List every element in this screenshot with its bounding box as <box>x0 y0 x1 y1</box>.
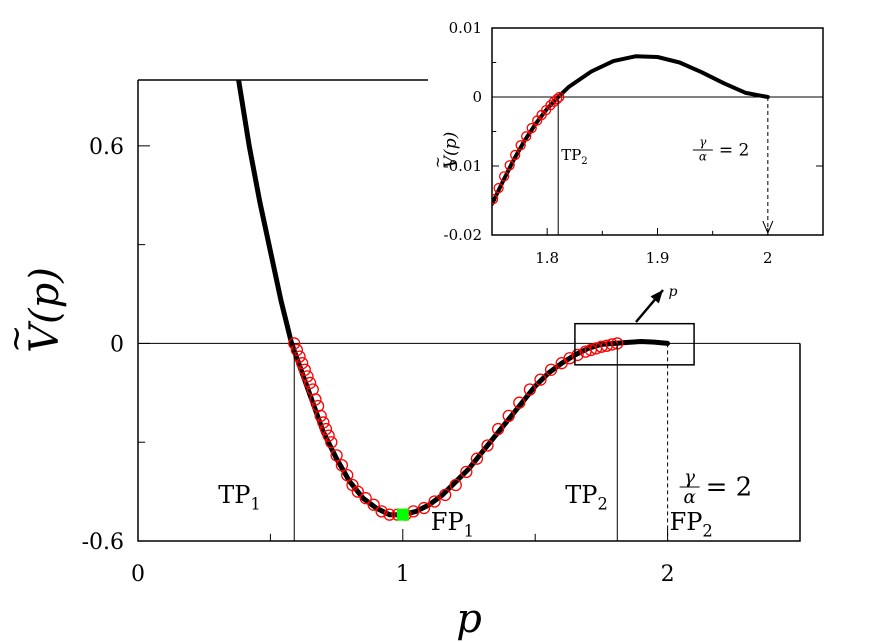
y-tick-label: 0.01 <box>449 19 482 37</box>
x-tick-label: 1.9 <box>646 249 670 267</box>
data-marker <box>383 508 396 521</box>
inset-gamma-alpha-ratio-denominator: α <box>699 150 707 164</box>
y-tick-label: -0.6 <box>82 530 124 555</box>
data-marker <box>341 468 354 482</box>
y-tick-label: 0 <box>110 332 124 357</box>
data-marker <box>502 409 515 423</box>
data-marker <box>325 436 338 449</box>
data-marker <box>515 140 526 151</box>
data-marker <box>521 131 532 142</box>
data-marker <box>296 357 309 370</box>
data-marker <box>544 363 558 376</box>
data-marker <box>309 393 322 406</box>
data-marker <box>301 370 314 383</box>
data-marker <box>491 422 505 436</box>
inset-gamma-alpha-ratio-numerator: γ <box>699 135 707 149</box>
fixed-point-marker <box>396 508 409 521</box>
potential-curve <box>236 80 671 518</box>
inset-x-axis-label: p <box>669 284 678 300</box>
fp2-label-text: FP <box>670 508 703 536</box>
y-tick-label: -0.01 <box>444 157 482 175</box>
gamma-alpha-ratio-denominator: α <box>683 487 695 508</box>
data-marker <box>322 429 335 442</box>
data-marker <box>510 149 521 161</box>
data-marker <box>330 449 343 462</box>
data-marker <box>417 501 431 515</box>
tp1-label-subscript: 1 <box>250 495 260 514</box>
data-marker <box>493 182 504 194</box>
data-marker <box>481 439 494 452</box>
data-marker <box>504 160 515 171</box>
data-marker <box>545 100 556 111</box>
inset-y-axis-label: V(p) <box>441 132 461 168</box>
fp1-label: FP1 <box>431 508 474 541</box>
fp1-label-subscript: 1 <box>464 522 474 541</box>
inset-arrowhead <box>762 220 774 235</box>
inset-gamma-alpha-ratio-equals: = 2 <box>719 141 749 161</box>
inset-tp2-label-subscript: 2 <box>581 156 587 167</box>
data-marker <box>554 91 565 103</box>
data-marker <box>526 122 537 134</box>
data-marker <box>375 505 388 518</box>
data-marker <box>534 373 547 386</box>
x-tick-label: 0 <box>131 562 145 587</box>
tp2-label-text: TP <box>565 481 597 509</box>
data-marker <box>317 416 330 429</box>
data-marker <box>470 452 484 465</box>
data-marker <box>449 478 462 492</box>
plot-frame <box>137 80 801 542</box>
data-marker <box>303 376 317 390</box>
gamma-alpha-ratio-equals: = 2 <box>706 473 753 503</box>
data-marker <box>571 348 584 362</box>
tp1-label: TP1 <box>218 481 261 514</box>
inset-tp2-label: TP2 <box>561 146 588 167</box>
tp2-label-subscript: 2 <box>597 495 607 514</box>
y-axis-label: V(p) <box>22 267 68 353</box>
plot-area <box>492 54 770 206</box>
zoom-arrow-head <box>650 290 663 304</box>
data-marker <box>523 383 537 396</box>
gamma-alpha-ratio-numerator: γ <box>684 467 695 488</box>
data-marker <box>513 396 526 409</box>
data-marker <box>439 488 452 502</box>
y-tick-label: 0.6 <box>89 135 124 160</box>
y-tick-label: 0 <box>472 88 482 106</box>
data-marker <box>492 193 499 205</box>
data-marker <box>359 492 372 505</box>
data-marker <box>319 422 333 436</box>
data-marker <box>428 495 441 508</box>
data-marker <box>298 363 311 376</box>
fp1-label-text: FP <box>431 508 464 536</box>
x-tick-label: 2 <box>763 249 773 267</box>
zoom-link <box>635 289 664 323</box>
potential-curve <box>492 54 770 206</box>
tp1-label-text: TP <box>218 481 250 509</box>
fp2-label: FP2 <box>670 508 713 541</box>
data-marker <box>551 93 563 105</box>
plot-area <box>236 80 671 521</box>
x-tick-label: 1 <box>396 562 410 587</box>
x-tick-label: 1.8 <box>535 249 559 267</box>
data-marker <box>498 171 510 182</box>
inset-y-axis-label-tilde: ~ <box>431 156 447 168</box>
data-marker <box>314 409 327 423</box>
data-marker <box>290 343 304 357</box>
x-tick-label: 2 <box>661 562 675 587</box>
inset-tp2-label-text: TP <box>561 146 581 164</box>
tp2-label: TP2 <box>565 481 608 514</box>
x-axis-label: p <box>456 596 482 642</box>
data-marker <box>351 485 364 498</box>
y-axis-label-tilde: ~ <box>0 325 36 354</box>
data-marker <box>367 498 380 511</box>
data-marker <box>335 459 349 472</box>
y-tick-label: -0.02 <box>444 226 482 244</box>
data-marker <box>460 465 473 479</box>
fp2-label-subscript: 2 <box>702 522 712 541</box>
zoom-box <box>574 322 695 366</box>
